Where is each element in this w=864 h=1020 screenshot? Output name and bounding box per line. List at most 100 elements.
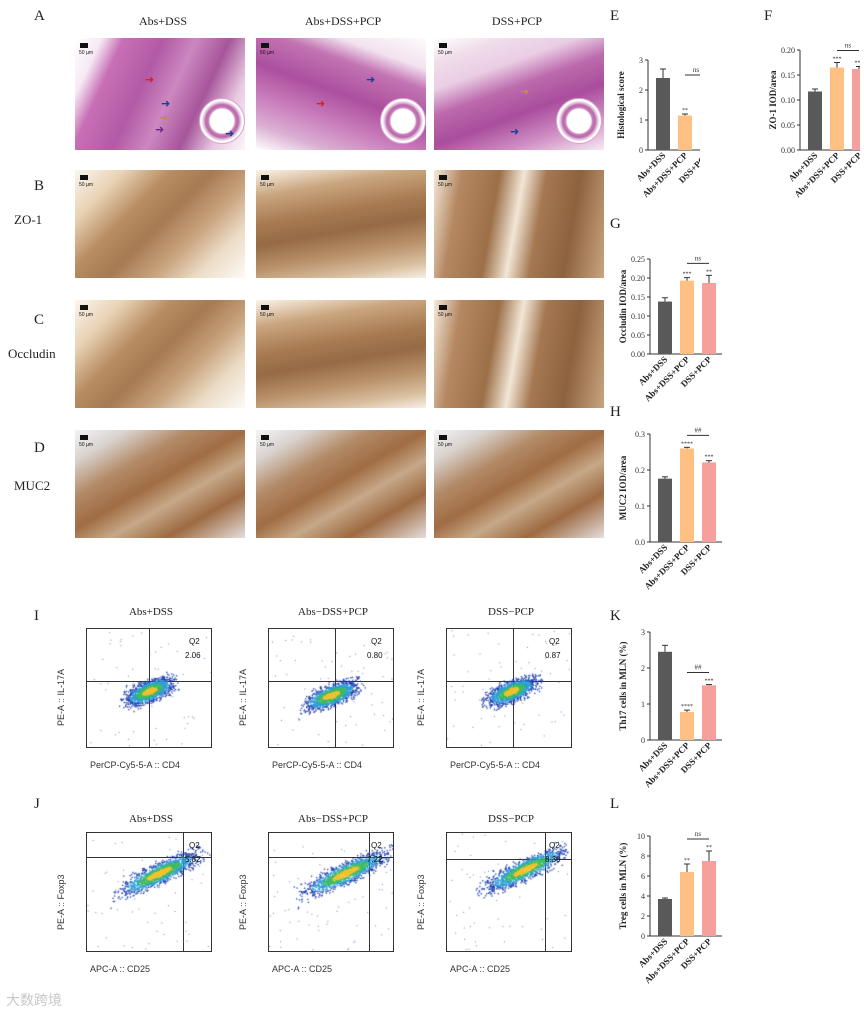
y-tick-label: 0.15 bbox=[631, 293, 645, 302]
flow-y-axis-label: PE-A :: Foxp3 bbox=[416, 874, 426, 930]
y-tick-label: 8 bbox=[641, 852, 645, 861]
occludin-image-abs-dss-pcp: 50 µm bbox=[256, 300, 426, 408]
y-tick-label: 1 bbox=[641, 700, 645, 709]
occludin-image-abs-dss: 50 µm bbox=[75, 300, 245, 408]
flow-x-axis-label: APC-A :: CD25 bbox=[272, 964, 333, 974]
y-tick-label: 3 bbox=[641, 628, 645, 637]
flow-x-axis-label: PerCP-Cy5-5-A :: CD4 bbox=[272, 760, 363, 770]
y-axis-title: Occludin IOD/area bbox=[618, 269, 628, 343]
flow-x-axis-label: PerCP-Cy5-5-A :: CD4 bbox=[450, 760, 541, 770]
flow-plot-1: Q2 2.06 bbox=[86, 628, 212, 748]
bracket-label: ns bbox=[695, 254, 702, 262]
y-axis-title: Th17 cells in MLN (%) bbox=[618, 641, 628, 730]
bracket-label: ns bbox=[693, 66, 700, 74]
significance-stars: ** bbox=[682, 108, 688, 114]
y-tick-label: 0.20 bbox=[631, 274, 645, 283]
watermark: 大数跨境 bbox=[6, 993, 62, 1009]
he-image-abs-dss: 50 µm ➜ ➜ ➜ ➜ ➜ bbox=[75, 38, 245, 150]
significance-stars: **** bbox=[681, 704, 693, 710]
flow-y-axis-label: PE-A :: Foxp3 bbox=[56, 874, 66, 930]
panel-letter-h: H bbox=[610, 404, 621, 420]
flow-i-title-2: Abs−DSS+PCP bbox=[298, 606, 368, 618]
quadrant-label-q2: Q2 bbox=[549, 841, 560, 850]
panel-letter-i: I bbox=[34, 608, 39, 624]
y-tick-label: 0 bbox=[639, 146, 643, 155]
panel-letter-j: J bbox=[34, 796, 40, 812]
row-label-zo1: ZO-1 bbox=[14, 212, 43, 227]
y-tick-label: 0.15 bbox=[781, 71, 795, 80]
col-title-dss-pcp: DSS+PCP bbox=[491, 14, 543, 28]
significance-stars: *** bbox=[705, 679, 714, 685]
y-axis-title: ZO-1 IOD/area bbox=[768, 70, 778, 130]
quadrant-label-q2: Q2 bbox=[549, 637, 560, 646]
significance-stars: *** bbox=[855, 61, 861, 67]
quadrant-label-q2: Q2 bbox=[189, 637, 200, 646]
y-tick-label: 0.3 bbox=[635, 430, 645, 439]
flow-y-axis-label: PE-A :: IL-17A bbox=[56, 668, 66, 726]
bar-2 bbox=[830, 67, 844, 150]
panel-letter-k: K bbox=[610, 608, 621, 624]
y-axis-title: Treg cells in MLN (%) bbox=[618, 843, 628, 930]
muc2-image-abs-dss: 50 µm bbox=[75, 430, 245, 538]
bracket-label: ns bbox=[695, 830, 702, 838]
row-label-muc2: MUC2 bbox=[14, 478, 51, 493]
y-tick-label: 0 bbox=[641, 932, 645, 941]
flow-j-title-3: DSS−PCP bbox=[488, 813, 534, 825]
bar-1 bbox=[658, 651, 672, 740]
panel-letter-g: G bbox=[610, 216, 621, 232]
flow-plot-3: Q2 0.87 bbox=[446, 628, 572, 748]
bar-3 bbox=[702, 282, 716, 354]
zo1-image-abs-dss: 50 µm bbox=[75, 170, 245, 278]
y-tick-label: 0.25 bbox=[631, 255, 645, 264]
flow-plot-2: Q2 7.22 bbox=[268, 832, 394, 952]
bar-3 bbox=[702, 861, 716, 936]
bar-2 bbox=[680, 711, 694, 740]
y-tick-label: 2 bbox=[639, 86, 643, 95]
significance-stars: ** bbox=[706, 269, 712, 275]
quadrant-value-q2: 2.06 bbox=[185, 651, 201, 660]
y-tick-label: 0.10 bbox=[781, 96, 795, 105]
significance-stars: *** bbox=[833, 57, 842, 63]
col-title-abs-dss: Abs+DSS bbox=[138, 14, 188, 28]
quadrant-value-q2: 8.30 bbox=[545, 855, 561, 864]
y-tick-label: 0.20 bbox=[781, 46, 795, 55]
bar-1 bbox=[658, 478, 672, 542]
flow-j-title-1: Abs+DSS bbox=[128, 813, 174, 825]
bar-1 bbox=[656, 78, 670, 150]
flow-y-axis-label: PE-A :: Foxp3 bbox=[238, 874, 248, 930]
y-tick-label: 0 bbox=[641, 736, 645, 745]
bar-1 bbox=[658, 301, 672, 354]
y-tick-label: 10 bbox=[637, 832, 645, 841]
bar-2 bbox=[680, 872, 694, 936]
bracket-label: ns bbox=[845, 42, 852, 50]
quadrant-value-q2: 5.82 bbox=[185, 855, 201, 864]
zo1-image-dss-pcp: 50 µm bbox=[434, 170, 604, 278]
y-tick-label: 0.0 bbox=[635, 538, 645, 547]
panel-letter-d: D bbox=[34, 440, 45, 456]
y-tick-label: 0.1 bbox=[635, 502, 645, 511]
bar-3 bbox=[852, 69, 860, 150]
panel-letter-f: F bbox=[764, 8, 773, 24]
significance-stars: *** bbox=[705, 455, 714, 461]
y-tick-label: 1 bbox=[639, 116, 643, 125]
panel-letter-e: E bbox=[610, 8, 620, 24]
y-tick-label: 0.10 bbox=[631, 312, 645, 321]
bar-3 bbox=[702, 462, 716, 542]
flow-plot-2: Q2 0.80 bbox=[268, 628, 394, 748]
he-image-abs-dss-pcp: 50 µm ➜ ➜ bbox=[256, 38, 426, 150]
y-tick-label: 4 bbox=[641, 892, 645, 901]
flow-i-title-1: Abs+DSS bbox=[128, 606, 174, 618]
y-axis-title: Histological score bbox=[616, 71, 626, 139]
muc2-image-abs-dss-pcp: 50 µm bbox=[256, 430, 426, 538]
he-image-dss-pcp: 50 µm ➜ ➜ bbox=[434, 38, 604, 150]
y-tick-label: 2 bbox=[641, 912, 645, 921]
significance-stars: ** bbox=[684, 858, 690, 864]
quadrant-label-q2: Q2 bbox=[371, 841, 382, 850]
zo1-image-abs-dss-pcp: 50 µm bbox=[256, 170, 426, 278]
bar-2 bbox=[680, 448, 694, 542]
y-tick-label: 0.05 bbox=[781, 121, 795, 130]
